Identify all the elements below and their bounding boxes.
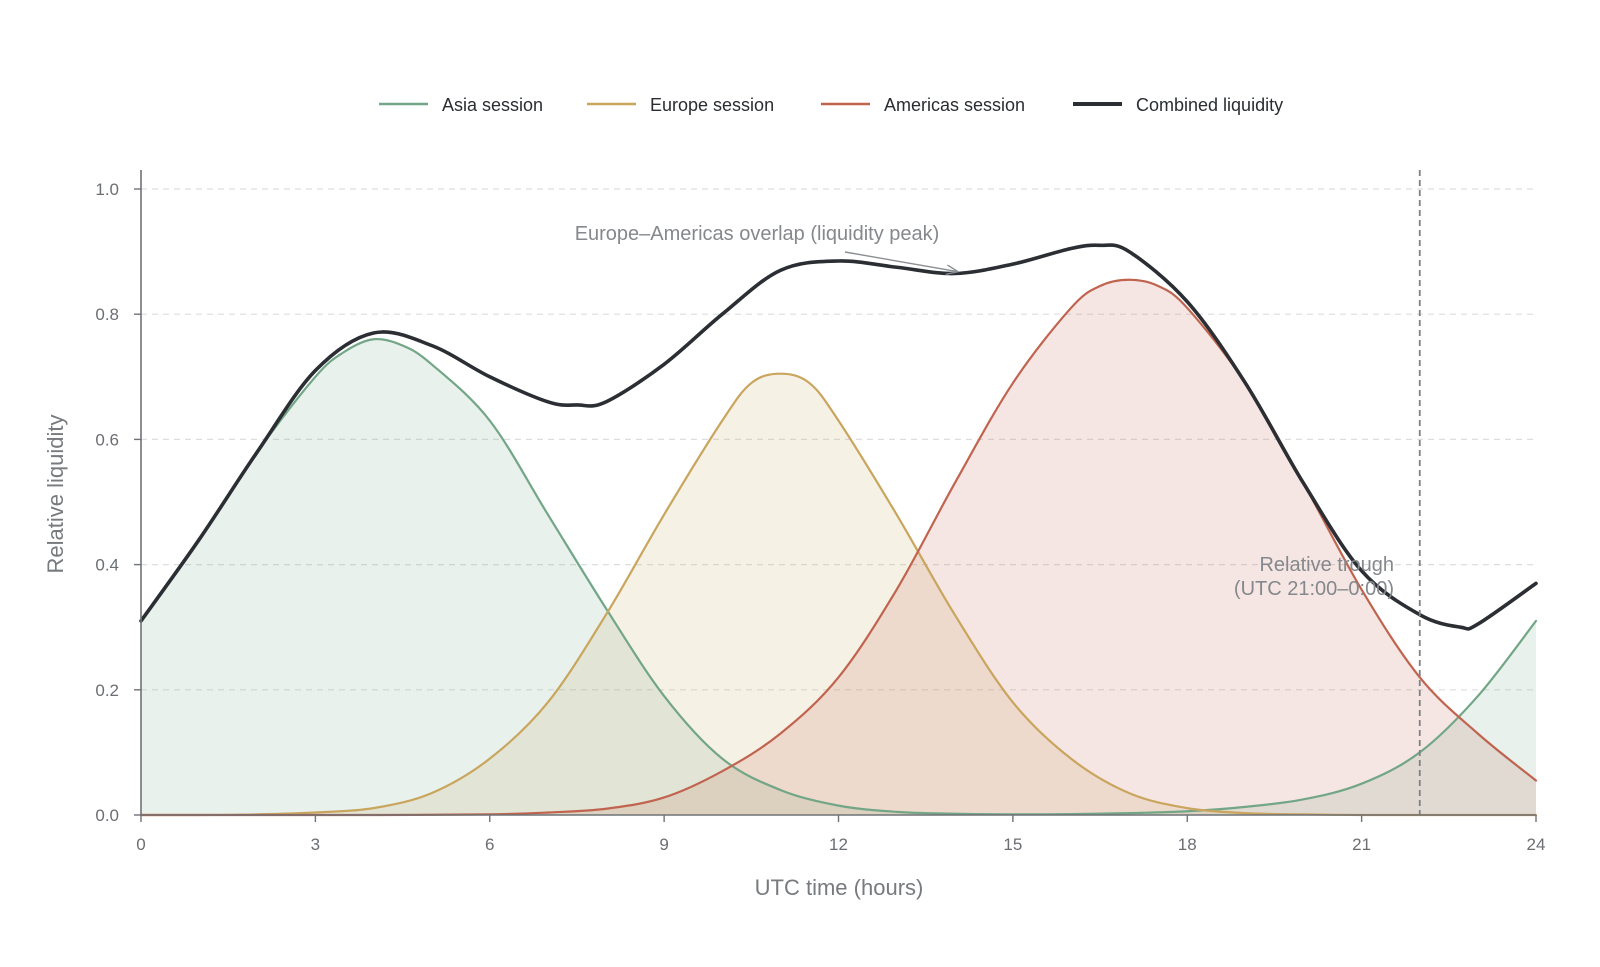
y-tick-label-0-2: 0.2	[95, 681, 119, 700]
tick-labels: 0 3 6 9 12 15 18 21 24 0.0 0.2 0.4 0.6 0.8 1.0	[95, 180, 1545, 854]
x-axis-title: UTC time (hours)	[755, 875, 924, 900]
overlap-annotation-text: Europe–Americas overlap (liquidity peak)	[575, 223, 940, 245]
trough-annotation-line-1: Relative trough	[1259, 554, 1394, 576]
y-tick-label-0-6: 0.6	[95, 430, 119, 449]
x-tick-label-18: 18	[1178, 835, 1197, 854]
x-tick-label-0: 0	[136, 835, 145, 854]
grid-lines	[141, 188, 1536, 691]
y-tick-label-0-0: 0.0	[95, 806, 119, 825]
series-fills	[141, 279, 1536, 815]
overlap-annotation-arrow	[844, 251, 958, 272]
europe-session-line	[139, 372, 1538, 817]
x-tick-label-24: 24	[1527, 835, 1546, 854]
legend-item-americas-session: Americas session	[821, 95, 1025, 115]
legend-item-europe-session: Europe session	[587, 95, 774, 115]
y-tick-label-1-0: 1.0	[95, 180, 119, 199]
trough-annotation: Relative trough (UTC 21:00–0:00)	[1234, 554, 1394, 600]
x-tick-label-21: 21	[1352, 835, 1371, 854]
x-tick-label-15: 15	[1003, 835, 1022, 854]
legend-label-asia-session: Asia session	[442, 95, 543, 115]
asia-session-area	[141, 339, 1536, 815]
x-tick-label-6: 6	[485, 835, 494, 854]
legend-label-combined-liquidity: Combined liquidity	[1136, 95, 1283, 115]
americas-session-line	[139, 278, 1538, 817]
legend-item-asia-session: Asia session	[379, 95, 543, 115]
legend-label-americas-session: Americas session	[884, 95, 1025, 115]
series-lines	[139, 243, 1538, 817]
y-tick-label-0-4: 0.4	[95, 556, 119, 575]
legend: Asia session Europe session Americas sessi…	[379, 95, 1283, 115]
combined-liquidity-line	[139, 243, 1538, 631]
legend-item-combined-liquidity: Combined liquidity	[1073, 95, 1283, 115]
europe-session-area	[141, 373, 1536, 815]
x-tick-label-12: 12	[829, 835, 848, 854]
y-tick-label-0-8: 0.8	[95, 305, 119, 324]
x-tick-label-3: 3	[311, 835, 320, 854]
x-tick-label-9: 9	[659, 835, 668, 854]
overlap-annotation: Europe–Americas overlap (liquidity peak)	[575, 223, 958, 272]
legend-label-europe-session: Europe session	[650, 95, 774, 115]
trough-annotation-line-2: (UTC 21:00–0:00)	[1234, 578, 1394, 600]
y-axis-title: Relative liquidity	[43, 415, 68, 574]
americas-session-area	[141, 279, 1536, 815]
